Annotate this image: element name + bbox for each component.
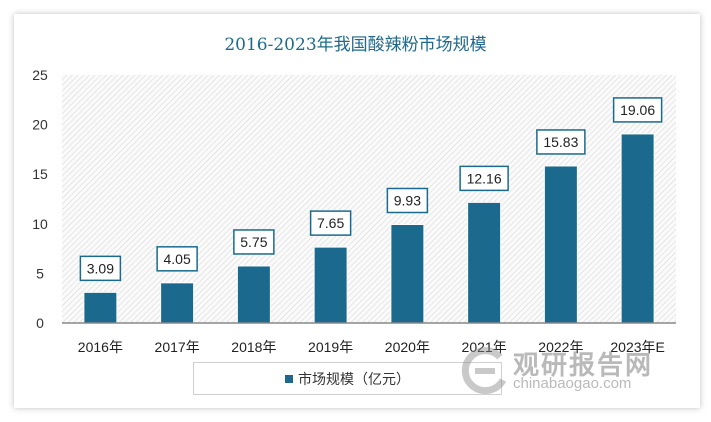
x-tick-label: 2018年 [231,339,276,355]
data-label-box [536,129,586,155]
data-label: 19.06 [620,102,655,118]
bar [160,282,195,324]
y-tick-label: 15 [32,166,48,182]
legend: 市场规模（亿元） [193,362,502,395]
plot-area [62,75,676,323]
data-label-box [386,187,429,214]
data-label: 7.65 [317,215,344,231]
y-tick-label: 20 [32,117,48,133]
data-label: 3.09 [87,260,114,276]
watermark-cn: 观研报告网 [513,350,654,380]
bar [236,265,271,324]
data-label: 4.05 [164,251,191,267]
data-label-box [156,246,198,272]
bar [313,246,348,324]
x-tick-label: 2021年 [462,339,507,355]
data-label: 15.83 [543,134,578,150]
data-label: 12.16 [467,170,502,186]
data-label-box [233,229,275,255]
x-tick-label: 2022年 [538,339,583,355]
y-tick-label: 0 [36,315,44,331]
watermark-logo-icon [461,347,507,395]
legend-label: 市场规模（亿元） [298,370,410,387]
x-tick-label: 2023年E [610,339,664,355]
data-label: 5.75 [240,234,267,250]
chart-title: 2016-2023年我国酸辣粉市场规模 [224,35,487,55]
bar [390,223,425,324]
watermark-en: chinabaogao.com [513,375,632,392]
data-label-box [79,255,122,282]
y-tick-label: 25 [32,67,48,83]
x-tick-label: 2017年 [155,339,200,355]
data-label-box [309,210,352,236]
bar [620,133,655,324]
data-label-box [612,97,663,123]
legend-swatch [285,374,293,383]
x-tick-label: 2016年 [78,339,123,355]
data-label-box [459,165,509,192]
bar [543,165,578,324]
y-tick-label: 5 [36,265,44,281]
y-tick-label: 10 [32,216,48,232]
data-label: 9.93 [394,192,421,208]
bar [467,201,502,324]
bar [83,291,118,324]
x-tick-label: 2019年 [308,339,353,355]
x-tick-label: 2020年 [385,339,430,355]
